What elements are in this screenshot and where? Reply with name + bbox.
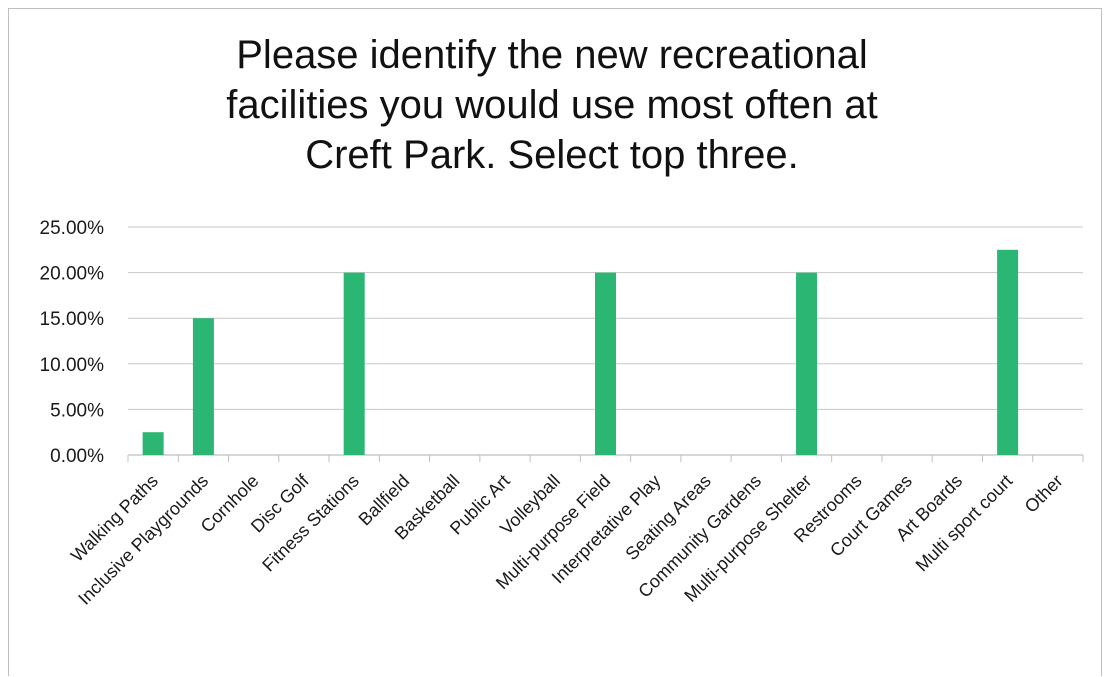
y-tick-label: 0.00%: [50, 446, 104, 467]
bar: [997, 249, 1019, 455]
y-tick-label: 15.00%: [40, 309, 105, 330]
chart-title: Please identify the new recreational fac…: [226, 33, 878, 177]
bar: [192, 318, 214, 455]
x-category-label: Walking Paths: [67, 471, 162, 566]
y-tick-label: 25.00%: [40, 218, 105, 239]
y-tick-label: 10.00%: [40, 355, 105, 376]
bar: [142, 432, 164, 455]
y-tick-label: 20.00%: [40, 264, 105, 285]
bar: [343, 272, 365, 455]
bar: [796, 272, 818, 455]
x-category-label: Other: [1021, 471, 1067, 517]
bar: [595, 272, 616, 455]
chart-frame: [8, 8, 1102, 676]
y-tick-label: 5.00%: [50, 400, 104, 421]
